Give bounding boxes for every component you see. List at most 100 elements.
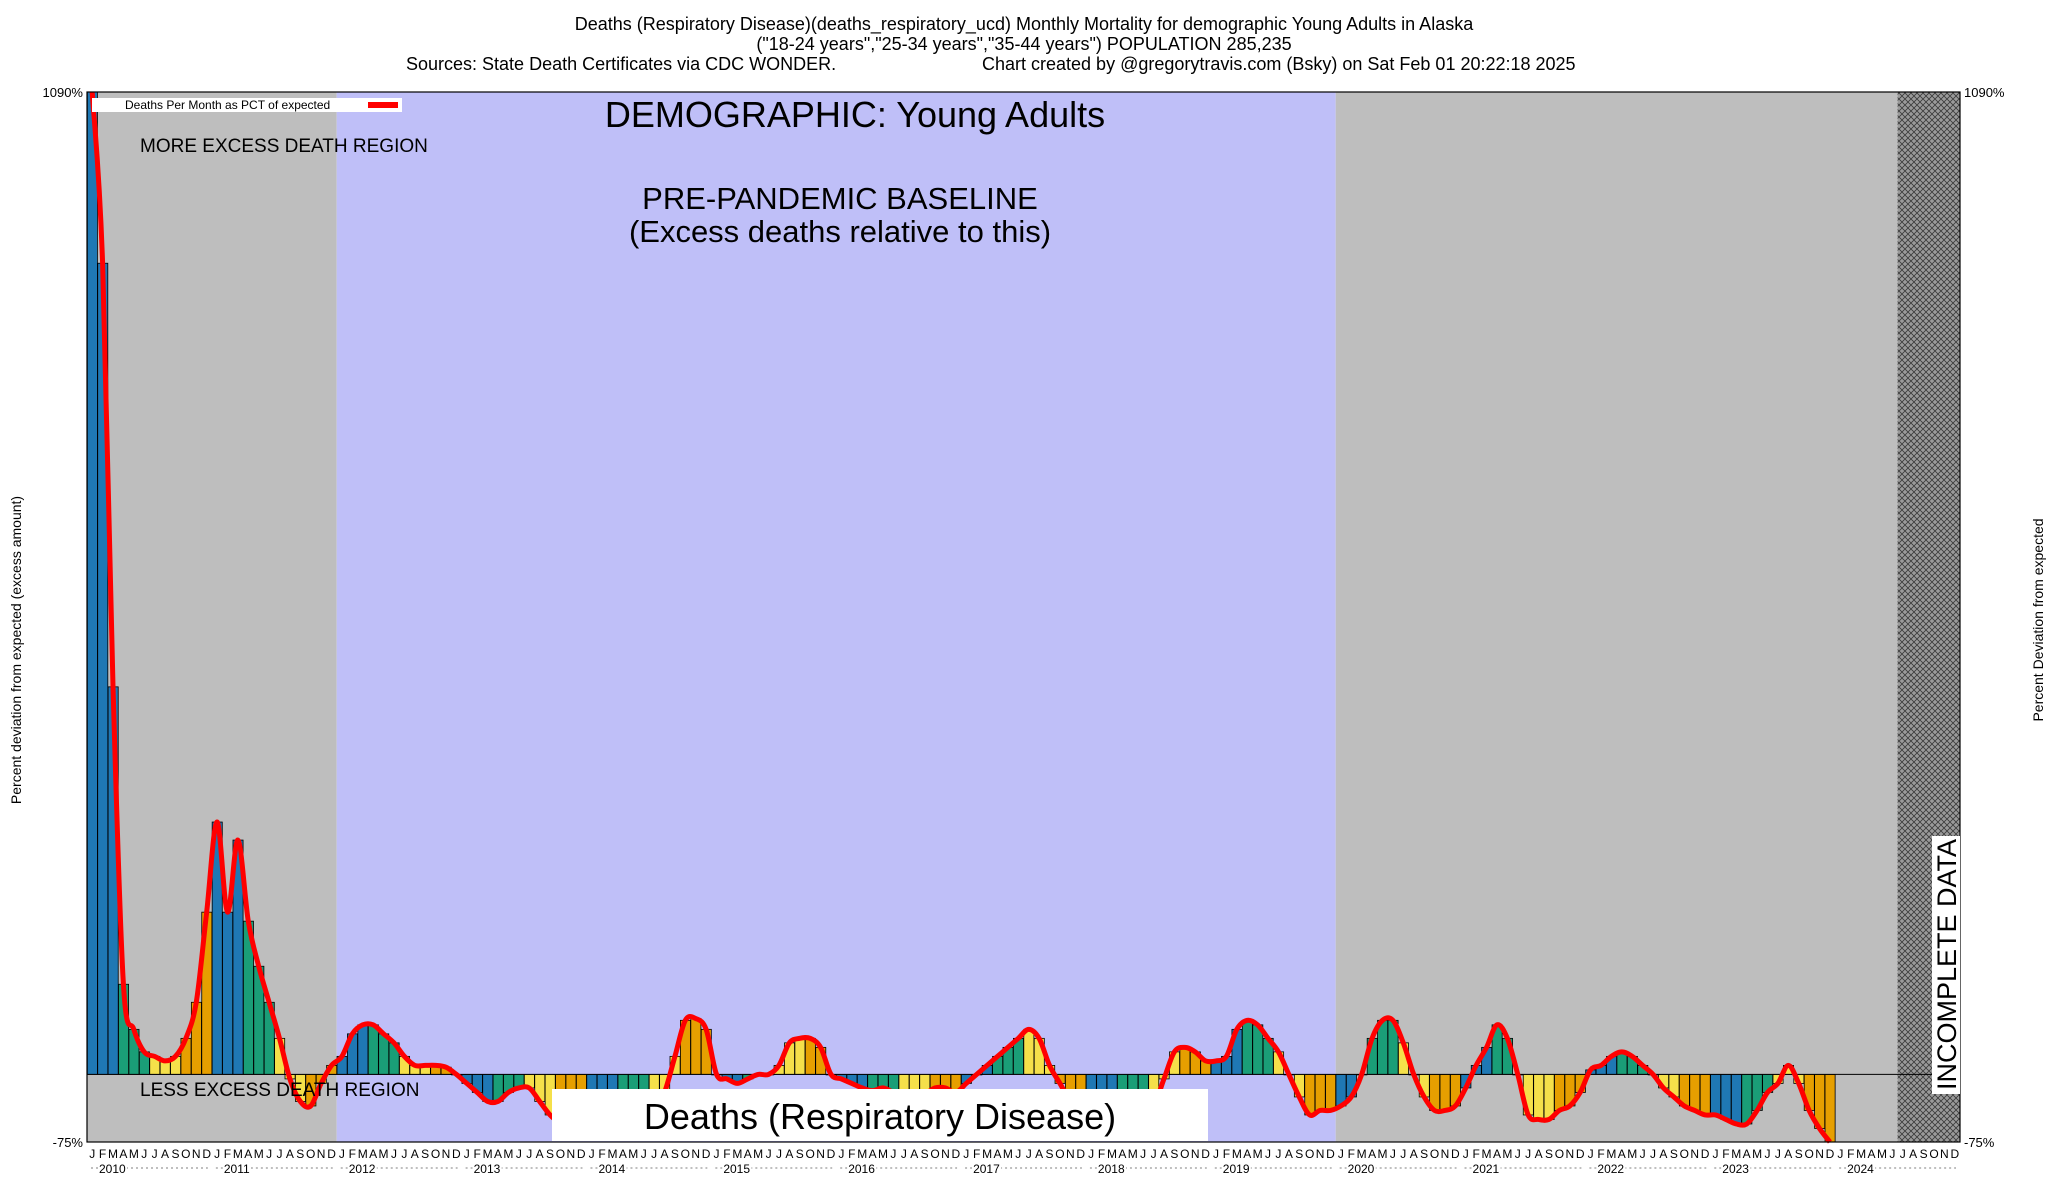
- x-month-label: J: [776, 1147, 782, 1161]
- x-month-label: S: [796, 1147, 804, 1161]
- x-month-label: A: [411, 1147, 419, 1161]
- x-month-label: J: [214, 1147, 220, 1161]
- x-year-label-bg: [222, 1162, 251, 1176]
- x-month-label: J: [339, 1147, 345, 1161]
- x-month-label: A: [369, 1147, 377, 1161]
- x-month-label: J: [838, 1147, 844, 1161]
- x-month-label: N: [317, 1147, 326, 1161]
- x-year-label-bg: [98, 1162, 128, 1176]
- x-month-label: A: [1035, 1147, 1043, 1161]
- x-month-label: D: [827, 1147, 836, 1161]
- x-month-label: N: [691, 1147, 700, 1161]
- bar: [690, 1018, 702, 1075]
- x-month-label: S: [1920, 1147, 1928, 1161]
- x-month-label: A: [661, 1147, 669, 1161]
- x-month-label: O: [681, 1147, 690, 1161]
- x-month-label: O: [1305, 1147, 1314, 1161]
- x-month-label: M: [1856, 1147, 1866, 1161]
- x-month-label: F: [224, 1147, 231, 1161]
- x-month-label: J: [1640, 1147, 1646, 1161]
- x-month-label: N: [1066, 1147, 1075, 1161]
- x-month-label: N: [1940, 1147, 1949, 1161]
- x-month-label: M: [379, 1147, 389, 1161]
- x-month-label: O: [556, 1147, 565, 1161]
- x-month-label: M: [503, 1147, 513, 1161]
- x-month-label: J: [1515, 1147, 1521, 1161]
- x-month-label: A: [161, 1147, 169, 1161]
- x-month-label: F: [848, 1147, 855, 1161]
- baseline-label-line1: PRE-PANDEMIC BASELINE: [642, 181, 1038, 216]
- x-month-label: J: [901, 1147, 907, 1161]
- x-month-label: F: [1223, 1147, 1230, 1161]
- x-month-label: J: [766, 1147, 772, 1161]
- x-month-label: N: [1441, 1147, 1450, 1161]
- x-month-label: F: [598, 1147, 605, 1161]
- x-month-label: J: [1775, 1147, 1781, 1161]
- x-month-label: A: [536, 1147, 544, 1161]
- x-month-label: M: [1253, 1147, 1263, 1161]
- x-month-label: M: [1107, 1147, 1117, 1161]
- x-month-label: S: [1420, 1147, 1428, 1161]
- bar: [1554, 1074, 1565, 1111]
- x-month-label: A: [1618, 1147, 1626, 1161]
- x-month-label: J: [1390, 1147, 1396, 1161]
- x-month-label: J: [1400, 1147, 1406, 1161]
- bar: [1720, 1074, 1732, 1120]
- x-year-label-bg: [597, 1162, 627, 1176]
- x-month-label: S: [671, 1147, 679, 1161]
- y-tick-label-right: -75%: [1964, 1135, 1995, 1150]
- x-month-label: O: [806, 1147, 815, 1161]
- x-month-label: N: [941, 1147, 950, 1161]
- x-month-label: M: [732, 1147, 742, 1161]
- x-month-label: D: [1326, 1147, 1335, 1161]
- x-month-label: O: [1180, 1147, 1189, 1161]
- x-month-label: J: [1026, 1147, 1032, 1161]
- x-month-label: N: [442, 1147, 451, 1161]
- x-month-label: D: [1950, 1147, 1959, 1161]
- bar: [1325, 1074, 1337, 1111]
- x-month-label: F: [349, 1147, 356, 1161]
- x-month-label: A: [785, 1147, 793, 1161]
- x-month-label: J: [1837, 1147, 1843, 1161]
- chart-title-line1: Deaths (Respiratory Disease)(deaths_resp…: [574, 14, 1474, 34]
- x-month-label: D: [1826, 1147, 1835, 1161]
- bar: [794, 1037, 806, 1075]
- incomplete-data-label: INCOMPLETE DATA: [1932, 839, 1962, 1090]
- x-month-label: N: [192, 1147, 201, 1161]
- x-year-label-bg: [1846, 1162, 1876, 1176]
- x-month-label: F: [1348, 1147, 1355, 1161]
- x-month-label: S: [1295, 1147, 1303, 1161]
- shaded-region: [1335, 92, 1898, 1142]
- x-month-label: J: [963, 1147, 969, 1161]
- x-month-label: A: [244, 1147, 252, 1161]
- x-month-label: S: [1795, 1147, 1803, 1161]
- x-month-label: J: [266, 1147, 272, 1161]
- x-year-label: 2015: [723, 1162, 750, 1176]
- x-year-label-bg: [347, 1162, 377, 1176]
- bottom-title: Deaths (Respiratory Disease): [644, 1096, 1116, 1137]
- x-month-label: S: [171, 1147, 179, 1161]
- bar: [1023, 1028, 1035, 1075]
- x-month-label: A: [619, 1147, 627, 1161]
- x-month-label: J: [1088, 1147, 1094, 1161]
- incomplete-data-box: [1932, 836, 1960, 1094]
- x-month-label: S: [421, 1147, 429, 1161]
- x-month-label: O: [930, 1147, 939, 1161]
- x-month-label: J: [1015, 1147, 1021, 1161]
- x-month-label: M: [254, 1147, 264, 1161]
- x-month-label: D: [452, 1147, 461, 1161]
- x-month-label: F: [474, 1147, 481, 1161]
- y-tick-label-right: 1090%: [1964, 85, 2005, 100]
- x-month-label: O: [1555, 1147, 1564, 1161]
- x-month-label: J: [714, 1147, 720, 1161]
- x-month-label: N: [1316, 1147, 1325, 1161]
- bar: [1543, 1074, 1555, 1120]
- x-year-label: 2023: [1722, 1162, 1749, 1176]
- x-month-label: M: [1606, 1147, 1616, 1161]
- bar: [357, 1024, 369, 1075]
- legend: Deaths Per Month as PCT of expected: [92, 98, 402, 112]
- x-month-label: D: [1201, 1147, 1210, 1161]
- x-year-label: 2012: [349, 1162, 376, 1176]
- x-month-label: M: [1128, 1147, 1138, 1161]
